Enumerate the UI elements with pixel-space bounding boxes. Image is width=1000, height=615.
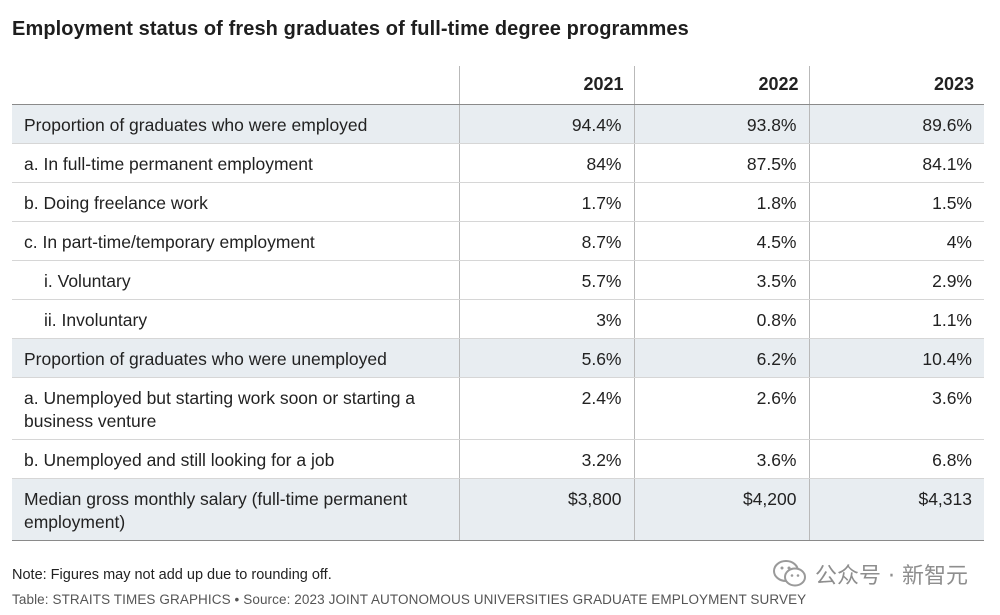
row-label: Proportion of graduates who were employe…	[12, 104, 459, 144]
footnote: Note: Figures may not add up due to roun…	[12, 567, 332, 583]
row-label: ii. Involuntary	[12, 299, 459, 339]
wechat-icon	[773, 559, 807, 589]
watermark: 公众号 · 新智元	[773, 558, 968, 590]
cell-2023: 84.1%	[808, 143, 984, 183]
row-label: c. In part-time/temporary employment	[12, 221, 459, 261]
table-row: a. Unemployed but starting work soon or …	[12, 377, 984, 440]
cell-2022: $4,200	[633, 478, 809, 541]
cell-2022: 93.8%	[633, 104, 809, 144]
cell-2022: 87.5%	[633, 143, 809, 183]
cell-2022: 3.6%	[633, 439, 809, 479]
row-label: a. Unemployed but starting work soon or …	[12, 377, 459, 440]
header-cell-2022: 2022	[633, 66, 809, 105]
cell-2021: 1.7%	[458, 182, 634, 222]
row-label: Proportion of graduates who were unemplo…	[12, 338, 459, 378]
cell-2022: 6.2%	[633, 338, 809, 378]
cell-2021: 84%	[458, 143, 634, 183]
cell-2022: 2.6%	[633, 377, 809, 440]
cell-2022: 0.8%	[633, 299, 809, 339]
row-label: i. Voluntary	[12, 260, 459, 300]
cell-2021: 94.4%	[458, 104, 634, 144]
cell-2022: 1.8%	[633, 182, 809, 222]
row-label: b. Doing freelance work	[12, 182, 459, 222]
table-title: Employment status of fresh graduates of …	[12, 18, 689, 40]
cell-2022: 3.5%	[633, 260, 809, 300]
header-cell-2023: 2023	[808, 66, 984, 105]
table-row: a. In full-time permanent employment 84% 8…	[12, 143, 984, 183]
cell-2021: 3%	[458, 299, 634, 339]
source-line: Table: STRAITS TIMES GRAPHICS • Source: …	[12, 592, 807, 607]
cell-2021: 8.7%	[458, 221, 634, 261]
cell-2023: 10.4%	[808, 338, 984, 378]
table-body: Proportion of graduates who were employe…	[12, 104, 984, 541]
employment-table: 2021 2022 2023 Proportion of graduates w…	[12, 66, 984, 541]
watermark-text: 公众号 · 新智元	[815, 564, 968, 589]
table-row: b. Doing freelance work 1.7% 1.8% 1.5%	[12, 182, 984, 222]
table-row: i. Voluntary 5.7% 3.5% 2.9%	[12, 260, 984, 300]
cell-2023: 6.8%	[808, 439, 984, 479]
row-label: Median gross monthly salary (full-time p…	[12, 478, 459, 541]
table-row: Proportion of graduates who were employe…	[12, 104, 984, 144]
header-cell-2021: 2021	[458, 66, 634, 105]
cell-2023: 4%	[808, 221, 984, 261]
cell-2023: 1.1%	[808, 299, 984, 339]
cell-2023: 89.6%	[808, 104, 984, 144]
cell-2021: $3,800	[458, 478, 634, 541]
cell-2021: 3.2%	[458, 439, 634, 479]
cell-2021: 5.6%	[458, 338, 634, 378]
cell-2021: 2.4%	[458, 377, 634, 440]
row-label: a. In full-time permanent employment	[12, 143, 459, 183]
table-row: ii. Involuntary 3% 0.8% 1.1%	[12, 299, 984, 339]
table-row: b. Unemployed and still looking for a jo…	[12, 439, 984, 479]
table-row: c. In part-time/temporary employment 8.7%…	[12, 221, 984, 261]
cell-2023: $4,313	[808, 478, 984, 541]
cell-2021: 5.7%	[458, 260, 634, 300]
header-cell-label	[12, 66, 459, 105]
cell-2023: 2.9%	[808, 260, 984, 300]
cell-2022: 4.5%	[633, 221, 809, 261]
header-row: 2021 2022 2023	[12, 66, 984, 105]
cell-2023: 3.6%	[808, 377, 984, 440]
cell-2023: 1.5%	[808, 182, 984, 222]
row-label: b. Unemployed and still looking for a jo…	[12, 439, 459, 479]
table-row: Proportion of graduates who were unemplo…	[12, 338, 984, 378]
table-row: Median gross monthly salary (full-time p…	[12, 478, 984, 541]
